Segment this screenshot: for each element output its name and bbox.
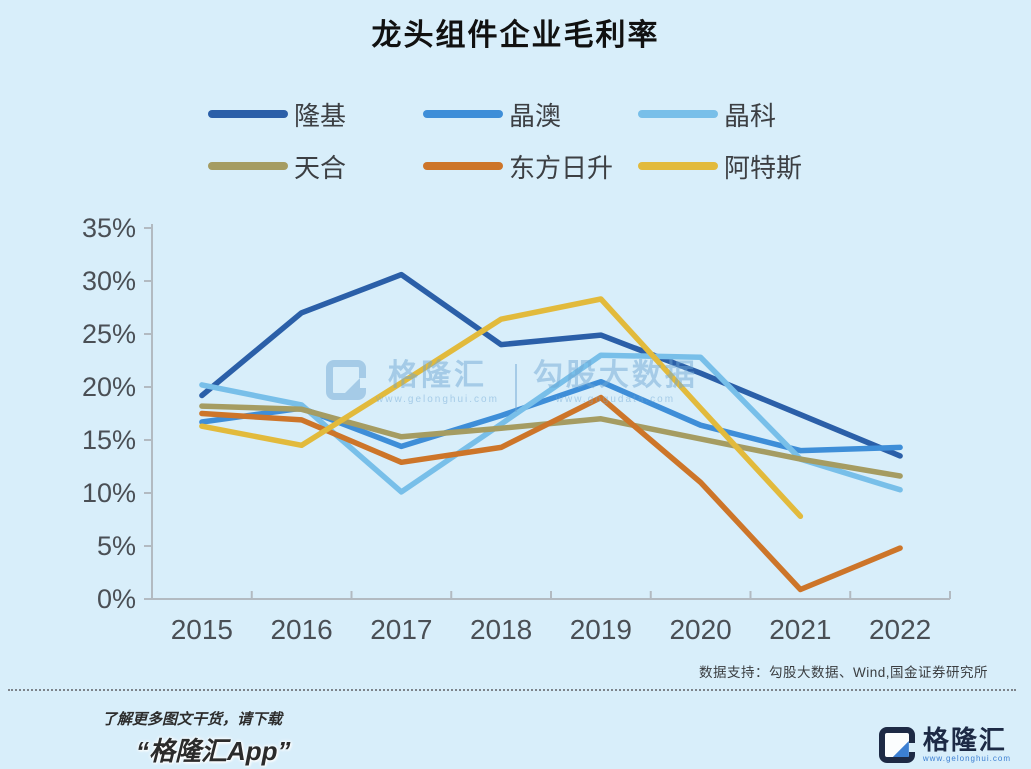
y-tick-label: 30%: [82, 266, 136, 296]
y-tick-label: 35%: [82, 213, 136, 243]
legend-item-label: 天合: [294, 152, 347, 183]
legend-item-label: 阿特斯: [724, 152, 803, 183]
dotted-divider: [8, 689, 1016, 691]
legend-swatch: [208, 162, 288, 170]
legend-item-晶科: 晶科: [638, 100, 868, 131]
legend-swatch: [423, 110, 503, 118]
series-line-晶科: [199, 352, 903, 495]
y-tick-label: 10%: [82, 478, 136, 508]
gelonghui-logo-icon: [878, 727, 916, 763]
legend-item-label: 东方日升: [509, 152, 614, 183]
x-tick-label: 2018: [470, 614, 532, 645]
x-tick-label: 2022: [869, 614, 931, 645]
source-note: 数据支持：勾股大数据、Wind,国金证券研究所: [698, 665, 988, 680]
legend-item-晶澳: 晶澳: [423, 100, 638, 131]
y-tick-label: 0%: [97, 584, 136, 614]
y-tick-label: 15%: [82, 425, 136, 455]
x-tick-label: 2017: [370, 614, 432, 645]
x-tick-label: 2020: [669, 614, 731, 645]
legend-item-东方日升: 东方日升: [423, 152, 638, 183]
footer-logo: 格隆汇 www.gelonghui.com: [878, 725, 1011, 763]
legend-item-label: 晶澳: [509, 100, 562, 131]
legend-item-label: 晶科: [724, 100, 777, 131]
y-tick-label: 20%: [82, 372, 136, 402]
page-title: 龙头组件企业毛利率: [371, 19, 660, 52]
promo-app-name: “格隆汇App”: [136, 736, 291, 766]
series-line-隆基: [199, 271, 903, 459]
legend-swatch: [423, 162, 503, 170]
legend-swatch: [638, 110, 718, 118]
footer-logo-url: www.gelonghui.com: [922, 754, 1011, 763]
x-tick-label: 2016: [270, 614, 332, 645]
y-tick-label: 5%: [97, 531, 136, 561]
legend-item-阿特斯: 阿特斯: [638, 152, 868, 183]
legend-swatch: [638, 162, 718, 170]
series-line-阿特斯: [199, 296, 804, 520]
footer-logo-text: 格隆汇: [922, 725, 1007, 755]
legend-swatch: [208, 110, 288, 118]
x-tick-label: 2019: [570, 614, 632, 645]
x-tick-label: 2021: [769, 614, 831, 645]
promo-text: 了解更多图文干货，请下载: [102, 711, 283, 728]
legend-item-label: 隆基: [294, 100, 347, 131]
chart-svg: 0% 5% 10% 15% 20% 25% 30% 35% 2015 2016 2017 2018 20…: [82, 213, 951, 645]
legend-item-天合: 天合: [208, 152, 423, 183]
chart-legend: 隆基 晶澳 晶科天合 东方日升 阿特斯: [208, 100, 868, 183]
legend-item-隆基: 隆基: [208, 100, 423, 131]
x-tick-label: 2015: [171, 614, 233, 645]
y-tick-label: 25%: [82, 319, 136, 349]
series-line-东方日升: [199, 394, 903, 593]
